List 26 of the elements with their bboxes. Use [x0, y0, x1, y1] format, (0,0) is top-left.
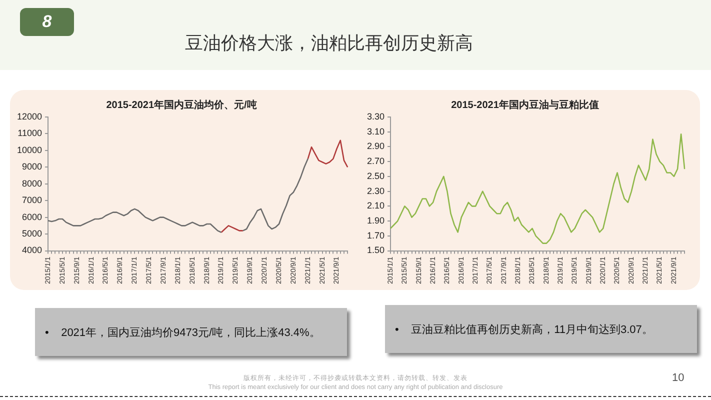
y-tick-label: 11000 — [18, 128, 42, 138]
y-tick-label: 12000 — [16, 111, 42, 122]
y-tick-label: 6000 — [22, 212, 42, 222]
y-tick-label: 3.30 — [366, 111, 385, 122]
text: • 2021年，国内豆油均价9473元/吨，同比上涨43.4%。 — [45, 326, 320, 340]
y-tick-label: 8000 — [22, 178, 42, 188]
y-tick-label: 2.70 — [366, 156, 385, 166]
chart-title: 2015-2021年国内豆油与豆粕比值 — [451, 98, 599, 111]
text: 10 — [672, 372, 684, 384]
y-tick-label: 2.50 — [366, 170, 385, 181]
y-tick-label: 4000 — [22, 245, 42, 256]
text: 8 — [20, 8, 74, 36]
y-tick-label: 3.10 — [366, 126, 385, 136]
y-tick-label: 2.90 — [366, 141, 385, 152]
text: 豆油价格大涨，油粕比再创历史新高 — [185, 32, 473, 55]
y-tick-label: 7000 — [22, 195, 42, 206]
y-tick-label: 1.50 — [366, 245, 385, 256]
y-tick-label: 1.70 — [366, 230, 385, 240]
y-tick-label: 10000 — [16, 144, 42, 155]
y-tick-label: 1.90 — [366, 216, 385, 226]
y-tick-label: 5000 — [22, 228, 42, 239]
y-tick-label: 2.10 — [366, 200, 385, 211]
text: • 豆油豆粕比值再创历史新高，11月中旬达到3.07。 — [395, 322, 653, 336]
chart-title: 2015-2021年国内豆油均价、元/吨 — [106, 98, 257, 111]
y-tick-label: 9000 — [22, 162, 42, 172]
y-tick-label: 2.30 — [366, 186, 385, 196]
